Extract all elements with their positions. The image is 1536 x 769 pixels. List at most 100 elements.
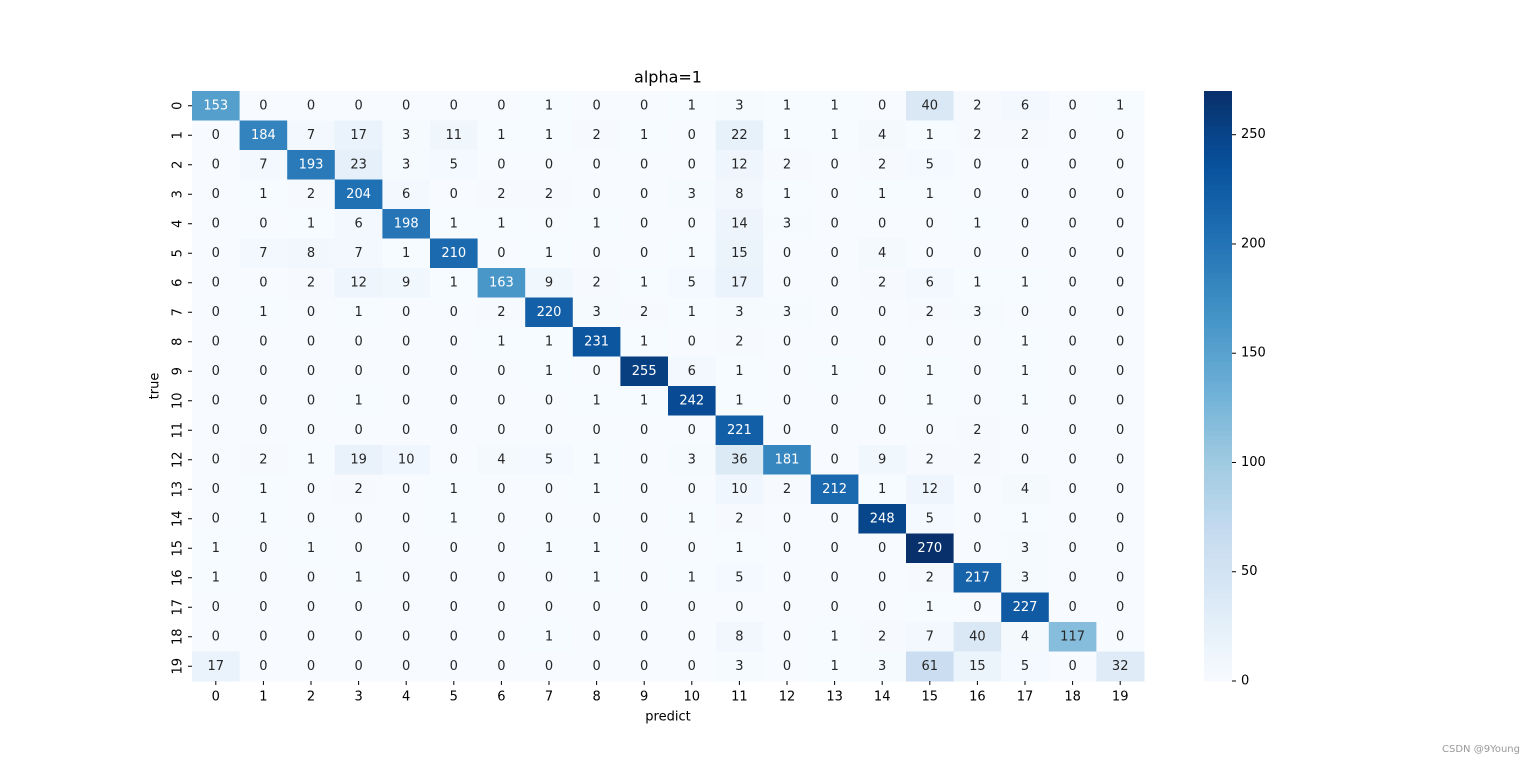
cell-label: 22 <box>731 128 748 143</box>
cell-label: 0 <box>212 423 220 438</box>
colorbar-step <box>1204 504 1232 510</box>
cell <box>525 238 574 269</box>
cell <box>1096 563 1145 593</box>
cell <box>620 563 669 593</box>
cell <box>1096 504 1145 534</box>
cell-label: 212 <box>822 482 847 497</box>
cell-label: 36 <box>731 452 748 467</box>
cell <box>477 297 526 328</box>
colorbar-step <box>1204 538 1232 544</box>
y-tick-label: 12 <box>171 451 186 468</box>
cell <box>620 238 669 269</box>
cell <box>620 474 669 505</box>
cell-label: 0 <box>1068 570 1076 585</box>
cell-label: 3 <box>688 452 696 467</box>
cell <box>906 415 955 446</box>
cell <box>906 445 955 475</box>
cell-label: 2 <box>735 334 743 349</box>
cell-label: 0 <box>354 334 362 349</box>
cell-label: 0 <box>830 187 838 202</box>
y-tick-label: 18 <box>171 628 186 645</box>
colorbar-step <box>1204 110 1232 117</box>
cell-label: 220 <box>537 305 562 320</box>
cell-label: 0 <box>497 98 505 113</box>
colorbar-step <box>1204 612 1232 618</box>
colorbar-step <box>1204 174 1232 180</box>
y-tick-label: 7 <box>171 308 186 316</box>
cell <box>334 445 383 475</box>
cell-label: 7 <box>259 246 267 261</box>
cell <box>430 386 479 416</box>
colorbar-step <box>1204 563 1232 569</box>
cell <box>715 91 764 121</box>
cell-label: 0 <box>688 423 696 438</box>
cell <box>620 533 669 564</box>
cell <box>953 268 1002 298</box>
cell <box>1048 622 1097 652</box>
y-tick-label: 2 <box>171 161 186 169</box>
cell-label: 3 <box>973 305 981 320</box>
cell <box>953 91 1002 121</box>
cell <box>334 91 383 121</box>
cell-label: 4 <box>1021 482 1029 497</box>
cell-label: 0 <box>259 629 267 644</box>
cell-label: 2 <box>973 128 981 143</box>
cell <box>572 150 621 180</box>
cell-label: 1 <box>783 187 791 202</box>
cell <box>668 297 717 328</box>
cell-label: 204 <box>346 187 371 202</box>
cell <box>1096 445 1145 475</box>
colorbar-step <box>1204 169 1232 176</box>
y-tick-label: 13 <box>171 481 186 498</box>
colorbar-step <box>1204 243 1232 249</box>
colorbar-step <box>1204 646 1232 652</box>
cell <box>1001 592 1050 623</box>
colorbar-step <box>1204 277 1232 284</box>
colorbar-step <box>1204 292 1232 298</box>
cell-label: 2 <box>878 275 886 290</box>
cell <box>287 386 336 416</box>
cell <box>668 445 717 475</box>
cell-label: 1 <box>926 364 934 379</box>
y-tick-label: 15 <box>171 540 186 557</box>
cell <box>810 563 859 593</box>
cell <box>1096 268 1145 298</box>
cell-label: 0 <box>640 246 648 261</box>
cell-label: 3 <box>1021 541 1029 556</box>
cell <box>430 622 479 652</box>
cell <box>1001 179 1050 210</box>
cell-label: 0 <box>354 659 362 674</box>
cell <box>382 268 431 298</box>
cell-label: 0 <box>307 423 315 438</box>
colorbar-step <box>1204 130 1232 136</box>
colorbar-tick-label: 0 <box>1241 674 1249 689</box>
cell-label: 2 <box>973 98 981 113</box>
cell-label: 0 <box>1116 600 1124 615</box>
cell <box>1001 504 1050 534</box>
cell <box>620 327 669 357</box>
cell-label: 4 <box>497 452 505 467</box>
x-tick-label: 5 <box>450 690 458 705</box>
cell <box>810 651 859 682</box>
cell <box>525 622 574 652</box>
cell-label: 0 <box>1116 246 1124 261</box>
cell <box>906 622 955 652</box>
colorbar-step <box>1204 415 1232 421</box>
cell <box>763 356 812 387</box>
cell <box>572 474 621 505</box>
cell <box>858 150 907 180</box>
cell <box>715 415 764 446</box>
colorbar-step <box>1204 336 1232 343</box>
cell <box>192 445 241 475</box>
cell <box>477 150 526 180</box>
cell-label: 0 <box>1116 482 1124 497</box>
x-tick-label: 19 <box>1112 690 1129 705</box>
cell-label: 1 <box>1021 334 1029 349</box>
colorbar-step <box>1204 400 1232 407</box>
colorbar-step <box>1204 553 1232 559</box>
cell <box>1096 474 1145 505</box>
cell-label: 0 <box>450 423 458 438</box>
cell-label: 0 <box>354 98 362 113</box>
cell-label: 1 <box>545 98 553 113</box>
colorbar-step <box>1204 213 1232 220</box>
